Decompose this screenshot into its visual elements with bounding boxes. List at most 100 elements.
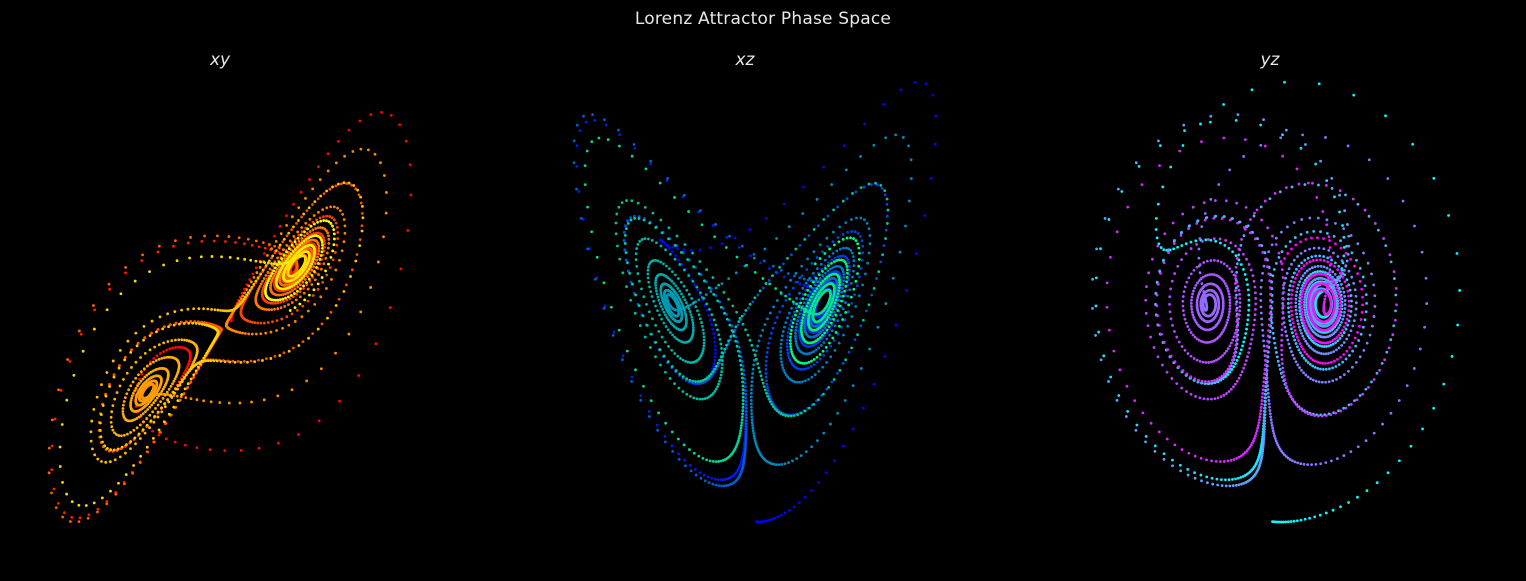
trajectory-point: [828, 327, 831, 331]
trajectory-point: [847, 303, 851, 307]
trajectory-point: [157, 357, 161, 361]
trajectory-point: [809, 365, 813, 368]
trajectory-point: [744, 410, 748, 413]
trajectory-point: [133, 436, 137, 440]
trajectory-point: [324, 269, 327, 273]
trajectory-point: [630, 375, 634, 379]
trajectory-point: [134, 360, 138, 364]
trajectory-point: [578, 129, 582, 133]
trajectory-point: [687, 274, 691, 277]
trajectory-point: [312, 214, 316, 217]
trajectory-point: [186, 382, 190, 386]
trajectory-point: [1455, 252, 1459, 255]
trajectory-point: [173, 377, 177, 381]
trajectory-point: [737, 245, 741, 249]
trajectory-point: [1224, 478, 1227, 482]
trajectory-point: [859, 367, 863, 370]
trajectory-point: [189, 320, 193, 323]
trajectory-point: [243, 287, 246, 291]
trajectory-point: [845, 275, 849, 279]
trajectory-point: [801, 212, 805, 215]
trajectory-point: [678, 289, 682, 293]
trajectory-point: [710, 323, 714, 326]
trajectory-point: [239, 361, 243, 364]
trajectory-point: [269, 357, 273, 360]
trajectory-point: [212, 239, 216, 243]
trajectory-point: [295, 308, 299, 312]
trajectory-point: [853, 293, 857, 297]
trajectory-point: [695, 397, 699, 401]
trajectory-point: [850, 229, 854, 233]
trajectory-point: [910, 177, 913, 180]
trajectory-point: [1158, 144, 1162, 148]
trajectory-point: [666, 177, 669, 180]
trajectory-point: [845, 236, 849, 240]
trajectory-point: [1120, 190, 1124, 193]
trajectory-point: [288, 309, 292, 312]
trajectory-point: [789, 339, 792, 342]
trajectory-point: [151, 360, 155, 364]
trajectory-point: [643, 237, 647, 241]
trajectory-point: [305, 281, 308, 285]
trajectory-point: [750, 376, 754, 380]
trajectory-point: [857, 294, 861, 298]
trajectory-point: [725, 235, 729, 239]
trajectory-point: [623, 248, 627, 252]
trajectory-point: [280, 317, 284, 321]
panel-yz-trajectory: [1091, 80, 1462, 524]
trajectory-point: [766, 386, 769, 390]
trajectory-point: [1456, 323, 1460, 327]
trajectory-point: [741, 395, 745, 399]
trajectory-point: [669, 331, 672, 334]
trajectory-point: [93, 308, 97, 312]
trajectory-point: [324, 256, 328, 260]
trajectory-point: [762, 385, 766, 389]
trajectory-point: [624, 251, 628, 255]
trajectory-point: [188, 256, 192, 260]
trajectory-point: [276, 441, 280, 445]
trajectory-point: [192, 375, 196, 379]
trajectory-point: [1299, 518, 1303, 522]
trajectory-point: [1308, 363, 1312, 366]
trajectory-point: [575, 164, 579, 168]
trajectory-point: [1234, 362, 1237, 365]
trajectory-point: [794, 331, 797, 335]
trajectory-point: [200, 359, 204, 363]
trajectory-point: [801, 316, 805, 320]
trajectory-point: [743, 312, 746, 316]
trajectory-point: [868, 242, 872, 246]
trajectory-point: [744, 328, 747, 332]
trajectory-point: [171, 382, 174, 386]
trajectory-point: [836, 319, 840, 323]
trajectory-point: [1135, 423, 1139, 427]
trajectory-point: [671, 450, 674, 453]
trajectory-point: [139, 414, 143, 417]
trajectory-point: [243, 295, 247, 299]
trajectory-point: [825, 387, 828, 391]
trajectory-point: [705, 268, 709, 272]
trajectory-point: [768, 336, 772, 340]
trajectory-point: [342, 218, 346, 221]
trajectory-point: [1300, 261, 1304, 265]
trajectory-point: [851, 192, 854, 195]
trajectory-point: [285, 250, 288, 254]
trajectory-point: [682, 268, 686, 272]
trajectory-point: [239, 449, 243, 452]
trajectory-point: [281, 326, 284, 330]
trajectory-point: [120, 445, 124, 449]
trajectory-point: [684, 301, 688, 305]
trajectory-point: [312, 265, 316, 269]
trajectory-point: [764, 216, 768, 220]
trajectory-point: [679, 357, 682, 360]
trajectory-point: [317, 247, 321, 250]
trajectory-point: [343, 224, 347, 228]
trajectory-point: [313, 302, 317, 306]
trajectory-point: [633, 311, 637, 315]
trajectory-point: [161, 387, 165, 391]
trajectory-point: [793, 274, 796, 278]
trajectory-point: [1247, 308, 1251, 312]
trajectory-point: [137, 373, 140, 377]
trajectory-point: [741, 402, 745, 406]
trajectory-point: [178, 398, 182, 402]
trajectory-point: [1321, 270, 1325, 274]
